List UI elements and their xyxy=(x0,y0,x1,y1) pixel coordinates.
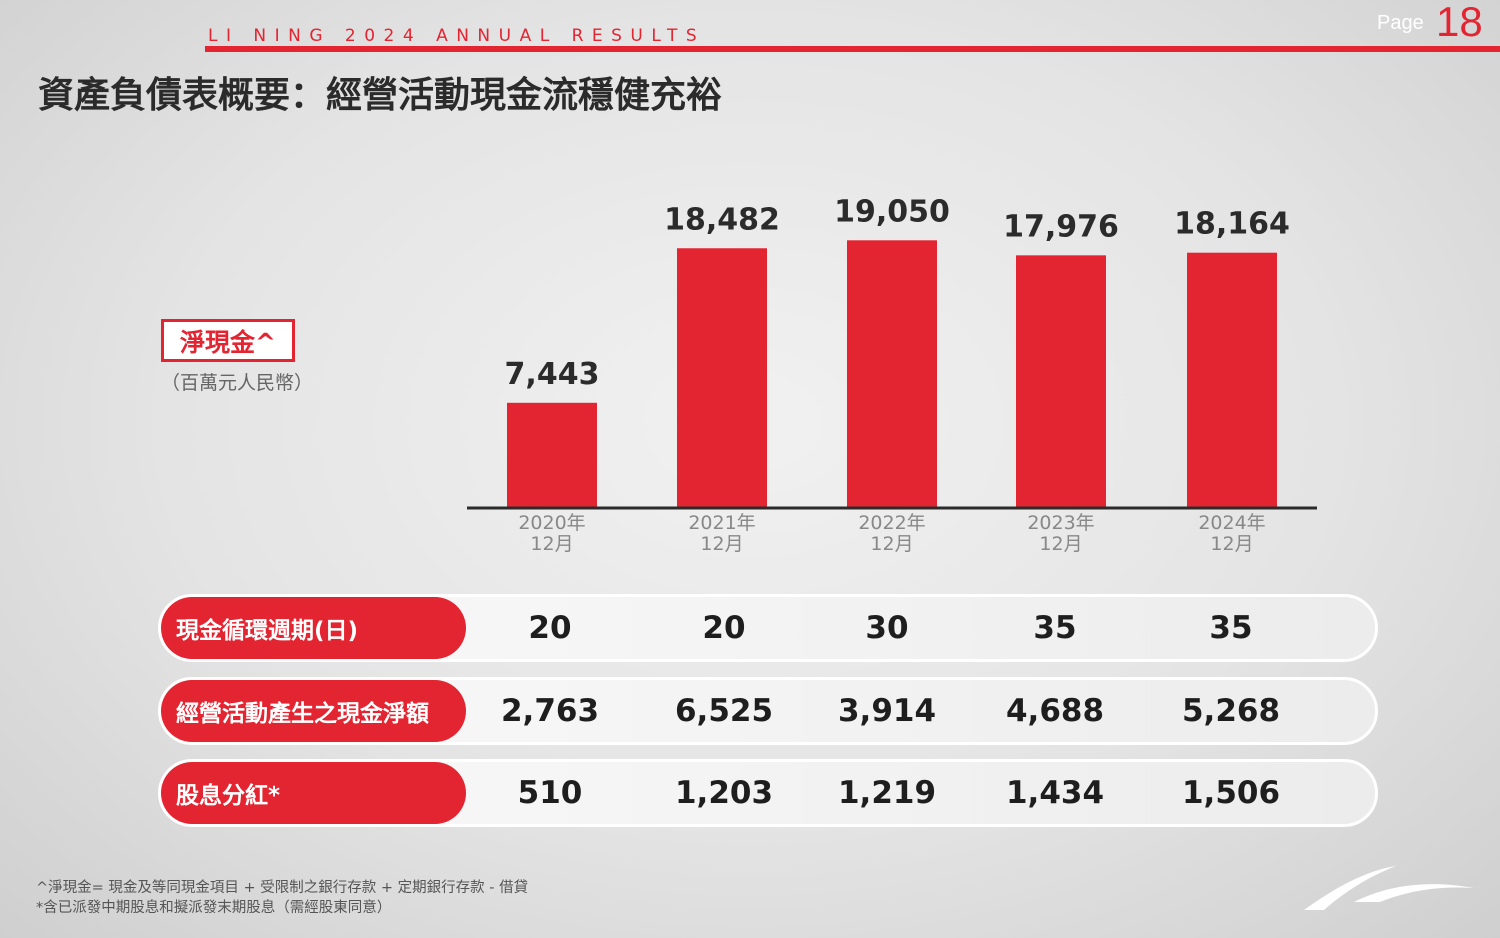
bar-0 xyxy=(507,402,597,507)
category-label: 2022年 xyxy=(858,512,925,534)
table-row: 經營活動產生之現金淨額 2,763 6,525 3,914 4,688 5,268 xyxy=(158,677,1378,745)
category-label: 12月 xyxy=(1210,533,1253,555)
bar-value-label: 18,482 xyxy=(664,202,780,237)
page-title: 資產負債表概要：經營活動現金流穩健充裕 xyxy=(38,75,723,116)
row-value: 30 xyxy=(865,610,909,646)
category-label: 2024年 xyxy=(1198,512,1265,534)
row-value: 20 xyxy=(528,610,572,646)
table-row: 現金循環週期(日) 20 20 30 35 35 xyxy=(158,594,1378,662)
bar-3 xyxy=(1016,255,1106,507)
row-label: 經營活動產生之現金淨額 xyxy=(161,680,466,742)
bar-value-label: 7,443 xyxy=(505,357,600,392)
row-value: 2,763 xyxy=(500,693,600,729)
li-ning-logo xyxy=(1304,866,1474,910)
category-label: 12月 xyxy=(700,533,743,555)
row-value: 6,525 xyxy=(674,693,774,729)
page-label: Page xyxy=(1377,12,1424,34)
row-value: 5,268 xyxy=(1181,693,1281,729)
footnote-net-cash: ^淨現金= 現金及等同現金項目 + 受限制之銀行存款 + 定期銀行存款 - 借貸 xyxy=(36,880,529,896)
net-cash-bar-chart: 7,4432020年12月18,4822021年12月19,0502022年12… xyxy=(467,194,1317,555)
row-value: 1,219 xyxy=(837,775,937,811)
page-number: 18 xyxy=(1436,0,1483,45)
row-label: 現金循環週期(日) xyxy=(161,597,466,659)
row-value: 510 xyxy=(517,775,583,811)
bar-1 xyxy=(677,248,767,507)
row-value: 1,203 xyxy=(674,775,774,811)
row-value: 20 xyxy=(702,610,746,646)
category-label: 2020年 xyxy=(518,512,585,534)
footnote-dividend: *含已派發中期股息和擬派發末期股息（需經股東同意） xyxy=(36,900,392,916)
bar-4 xyxy=(1187,252,1277,507)
row-value: 3,914 xyxy=(837,693,937,729)
metric-label: 淨現金^ xyxy=(164,322,292,359)
bar-value-label: 19,050 xyxy=(834,194,950,229)
row-value: 1,434 xyxy=(1005,775,1105,811)
category-label: 2021年 xyxy=(688,512,755,534)
unit-label: （百萬元人民幣） xyxy=(161,372,314,394)
category-label: 12月 xyxy=(1039,533,1082,555)
header-brand: LI NING 2024 ANNUAL RESULTS xyxy=(208,26,706,46)
category-label: 12月 xyxy=(530,533,573,555)
row-value: 4,688 xyxy=(1005,693,1105,729)
category-label: 12月 xyxy=(870,533,913,555)
bar-value-label: 17,976 xyxy=(1003,209,1119,244)
metric-label-box: 淨現金^ xyxy=(161,319,295,362)
row-value: 1,506 xyxy=(1181,775,1281,811)
row-label: 股息分紅* xyxy=(161,762,466,824)
row-value: 35 xyxy=(1033,610,1077,646)
header-rule xyxy=(205,46,1500,52)
bar-2 xyxy=(847,240,937,508)
category-label: 2023年 xyxy=(1027,512,1094,534)
bar-value-label: 18,164 xyxy=(1174,207,1290,242)
table-row: 股息分紅* 510 1,203 1,219 1,434 1,506 xyxy=(158,759,1378,827)
row-value: 35 xyxy=(1209,610,1253,646)
